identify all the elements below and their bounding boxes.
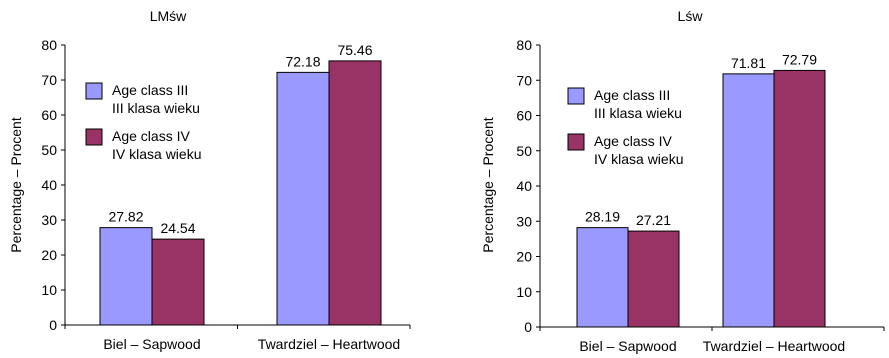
y-tick-label: 30 (41, 212, 57, 228)
y-tick-label: 70 (41, 72, 57, 88)
y-tick-label: 80 (41, 37, 57, 53)
bar (722, 73, 775, 328)
data-label: 27.82 (108, 209, 143, 225)
data-label: 27.21 (636, 212, 671, 228)
y-tick-label: 60 (516, 108, 532, 124)
y-tick-label: 20 (41, 247, 57, 263)
data-label: 75.46 (337, 42, 372, 58)
chart-title: Lśw (678, 8, 704, 24)
y-tick-label: 70 (516, 72, 532, 88)
bar (99, 227, 153, 326)
bar (151, 238, 205, 326)
legend-label: Age class III (112, 82, 188, 98)
legend-label: IV klasa wieku (594, 151, 683, 167)
x-tick-label: Biel – Sapwood (103, 336, 200, 352)
bar (627, 230, 680, 328)
chart-1: LMśw Percentage – Procent 0 10 20 30 40 50 60 70 8… (8, 8, 411, 352)
bar (276, 71, 330, 326)
data-label: 72.18 (285, 53, 320, 69)
legend-label: III klasa wieku (594, 105, 682, 121)
bar (773, 69, 826, 328)
y-tick-label: 30 (516, 213, 532, 229)
y-tick-label: 60 (41, 107, 57, 123)
x-tick-label: Twardziel – Heartwood (258, 336, 400, 352)
y-tick-label: 0 (524, 319, 532, 335)
x-tick-label: Twardziel – Heartwood (703, 338, 845, 354)
y-axis-label: Percentage – Procent (8, 117, 24, 253)
y-tick-label: 80 (516, 37, 532, 53)
bar (576, 227, 629, 328)
legend-label: IV klasa wieku (112, 146, 201, 162)
y-tick-label: 0 (49, 317, 57, 333)
legend-swatch (85, 128, 103, 146)
data-label: 28.19 (585, 209, 620, 225)
chart-2: Lśw Percentage – Procent 0 10 20 30 40 50 60 70 80… (480, 8, 885, 354)
legend-label: Age class IV (112, 128, 190, 144)
legend-label: Age class III (594, 87, 670, 103)
y-tick-label: 10 (516, 284, 532, 300)
x-tick-label: Biel – Sapwood (579, 338, 676, 354)
y-tick-label: 40 (516, 178, 532, 194)
legend-swatch (567, 133, 585, 151)
legend-swatch (567, 87, 585, 105)
y-tick-label: 20 (516, 249, 532, 265)
chart-title: LMśw (150, 8, 187, 24)
data-label: 71.81 (731, 55, 766, 71)
legend-swatch (85, 82, 103, 100)
y-tick-label: 40 (41, 177, 57, 193)
y-tick-label: 10 (41, 282, 57, 298)
legend-label: III klasa wieku (112, 100, 200, 116)
legend-label: Age class IV (594, 133, 672, 149)
y-tick-label: 50 (41, 142, 57, 158)
y-axis-label: Percentage – Procent (480, 117, 496, 253)
y-tick-label: 50 (516, 143, 532, 159)
bar (328, 60, 382, 326)
data-label: 24.54 (160, 220, 195, 236)
data-label: 72.79 (782, 51, 817, 67)
